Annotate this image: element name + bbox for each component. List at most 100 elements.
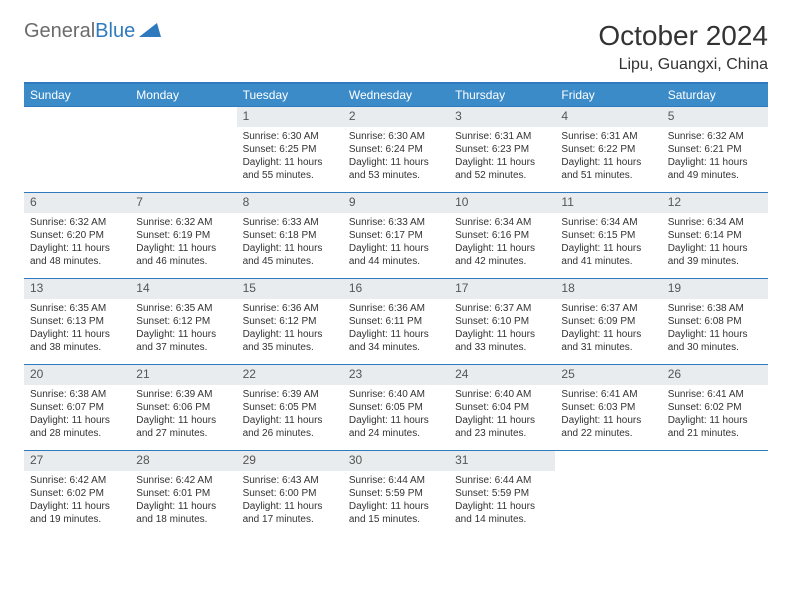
sunset-text: Sunset: 6:15 PM [561,229,655,242]
calendar-day-cell [24,106,130,192]
day-body: Sunrise: 6:42 AMSunset: 6:01 PMDaylight:… [130,471,236,529]
day-number: 24 [449,364,555,385]
logo: GeneralBlue [24,20,161,43]
day-number: 16 [343,278,449,299]
sunrise-text: Sunrise: 6:31 AM [561,130,655,143]
sunset-text: Sunset: 6:14 PM [668,229,762,242]
calendar-week-row: 13Sunrise: 6:35 AMSunset: 6:13 PMDayligh… [24,278,768,364]
day-number: 5 [662,106,768,127]
calendar-week-row: 6Sunrise: 6:32 AMSunset: 6:20 PMDaylight… [24,192,768,278]
sunset-text: Sunset: 6:05 PM [243,401,337,414]
sunrise-text: Sunrise: 6:33 AM [243,216,337,229]
calendar-body: 1Sunrise: 6:30 AMSunset: 6:25 PMDaylight… [24,106,768,536]
day-number: 17 [449,278,555,299]
sunset-text: Sunset: 6:02 PM [30,487,124,500]
daylight-text: Daylight: 11 hours and 44 minutes. [349,242,443,268]
day-number: 13 [24,278,130,299]
day-body: Sunrise: 6:42 AMSunset: 6:02 PMDaylight:… [24,471,130,529]
day-number: 21 [130,364,236,385]
calendar-head: SundayMondayTuesdayWednesdayThursdayFrid… [24,83,768,106]
daylight-text: Daylight: 11 hours and 21 minutes. [668,414,762,440]
sunset-text: Sunset: 6:09 PM [561,315,655,328]
daylight-text: Daylight: 11 hours and 48 minutes. [30,242,124,268]
calendar-day-cell: 15Sunrise: 6:36 AMSunset: 6:12 PMDayligh… [237,278,343,364]
sunrise-text: Sunrise: 6:30 AM [349,130,443,143]
calendar-day-cell: 13Sunrise: 6:35 AMSunset: 6:13 PMDayligh… [24,278,130,364]
sunset-text: Sunset: 6:22 PM [561,143,655,156]
day-body: Sunrise: 6:36 AMSunset: 6:11 PMDaylight:… [343,299,449,357]
day-body: Sunrise: 6:36 AMSunset: 6:12 PMDaylight:… [237,299,343,357]
daylight-text: Daylight: 11 hours and 30 minutes. [668,328,762,354]
location: Lipu, Guangxi, China [598,56,768,74]
sunrise-text: Sunrise: 6:39 AM [243,388,337,401]
daylight-text: Daylight: 11 hours and 19 minutes. [30,500,124,526]
logo-text-2: Blue [95,20,135,43]
day-body: Sunrise: 6:38 AMSunset: 6:08 PMDaylight:… [662,299,768,357]
day-body: Sunrise: 6:35 AMSunset: 6:13 PMDaylight:… [24,299,130,357]
sunset-text: Sunset: 6:20 PM [30,229,124,242]
day-number: 15 [237,278,343,299]
calendar-day-cell: 18Sunrise: 6:37 AMSunset: 6:09 PMDayligh… [555,278,661,364]
title-block: October 2024 Lipu, Guangxi, China [598,20,768,74]
sunset-text: Sunset: 6:11 PM [349,315,443,328]
calendar-day-cell: 25Sunrise: 6:41 AMSunset: 6:03 PMDayligh… [555,364,661,450]
calendar-day-cell: 26Sunrise: 6:41 AMSunset: 6:02 PMDayligh… [662,364,768,450]
calendar-day-cell: 2Sunrise: 6:30 AMSunset: 6:24 PMDaylight… [343,106,449,192]
calendar-day-cell: 20Sunrise: 6:38 AMSunset: 6:07 PMDayligh… [24,364,130,450]
day-number: 14 [130,278,236,299]
daylight-text: Daylight: 11 hours and 49 minutes. [668,156,762,182]
sunrise-text: Sunrise: 6:44 AM [349,474,443,487]
daylight-text: Daylight: 11 hours and 55 minutes. [243,156,337,182]
sunset-text: Sunset: 6:07 PM [30,401,124,414]
sunset-text: Sunset: 6:21 PM [668,143,762,156]
sunset-text: Sunset: 6:08 PM [668,315,762,328]
sunrise-text: Sunrise: 6:43 AM [243,474,337,487]
daylight-text: Daylight: 11 hours and 35 minutes. [243,328,337,354]
sunset-text: Sunset: 6:06 PM [136,401,230,414]
calendar-day-cell: 5Sunrise: 6:32 AMSunset: 6:21 PMDaylight… [662,106,768,192]
day-number: 20 [24,364,130,385]
day-number: 28 [130,450,236,471]
day-number-bar [24,106,130,127]
sunset-text: Sunset: 6:23 PM [455,143,549,156]
daylight-text: Daylight: 11 hours and 28 minutes. [30,414,124,440]
calendar-day-cell [130,106,236,192]
daylight-text: Daylight: 11 hours and 24 minutes. [349,414,443,440]
sunset-text: Sunset: 6:12 PM [136,315,230,328]
logo-text-1: General [24,20,95,43]
sunset-text: Sunset: 6:25 PM [243,143,337,156]
sunrise-text: Sunrise: 6:36 AM [349,302,443,315]
daylight-text: Daylight: 11 hours and 39 minutes. [668,242,762,268]
day-number-bar [555,450,661,471]
sunrise-text: Sunrise: 6:30 AM [243,130,337,143]
calendar-day-cell: 7Sunrise: 6:32 AMSunset: 6:19 PMDaylight… [130,192,236,278]
calendar-day-cell: 8Sunrise: 6:33 AMSunset: 6:18 PMDaylight… [237,192,343,278]
day-body: Sunrise: 6:31 AMSunset: 6:22 PMDaylight:… [555,127,661,185]
sunrise-text: Sunrise: 6:38 AM [668,302,762,315]
day-number: 25 [555,364,661,385]
day-number: 7 [130,192,236,213]
calendar-day-cell: 17Sunrise: 6:37 AMSunset: 6:10 PMDayligh… [449,278,555,364]
sunset-text: Sunset: 6:12 PM [243,315,337,328]
day-body: Sunrise: 6:41 AMSunset: 6:02 PMDaylight:… [662,385,768,443]
day-body: Sunrise: 6:32 AMSunset: 6:20 PMDaylight:… [24,213,130,271]
sunrise-text: Sunrise: 6:37 AM [455,302,549,315]
sunrise-text: Sunrise: 6:34 AM [561,216,655,229]
sunset-text: Sunset: 6:13 PM [30,315,124,328]
calendar-day-cell: 27Sunrise: 6:42 AMSunset: 6:02 PMDayligh… [24,450,130,536]
daylight-text: Daylight: 11 hours and 41 minutes. [561,242,655,268]
sunrise-text: Sunrise: 6:36 AM [243,302,337,315]
day-body: Sunrise: 6:30 AMSunset: 6:25 PMDaylight:… [237,127,343,185]
weekday-header: Sunday [24,83,130,106]
calendar-day-cell: 24Sunrise: 6:40 AMSunset: 6:04 PMDayligh… [449,364,555,450]
daylight-text: Daylight: 11 hours and 52 minutes. [455,156,549,182]
daylight-text: Daylight: 11 hours and 14 minutes. [455,500,549,526]
calendar-day-cell: 4Sunrise: 6:31 AMSunset: 6:22 PMDaylight… [555,106,661,192]
day-body: Sunrise: 6:34 AMSunset: 6:15 PMDaylight:… [555,213,661,271]
sunset-text: Sunset: 6:04 PM [455,401,549,414]
day-number: 27 [24,450,130,471]
sunrise-text: Sunrise: 6:32 AM [136,216,230,229]
day-number: 23 [343,364,449,385]
daylight-text: Daylight: 11 hours and 38 minutes. [30,328,124,354]
calendar-day-cell: 10Sunrise: 6:34 AMSunset: 6:16 PMDayligh… [449,192,555,278]
